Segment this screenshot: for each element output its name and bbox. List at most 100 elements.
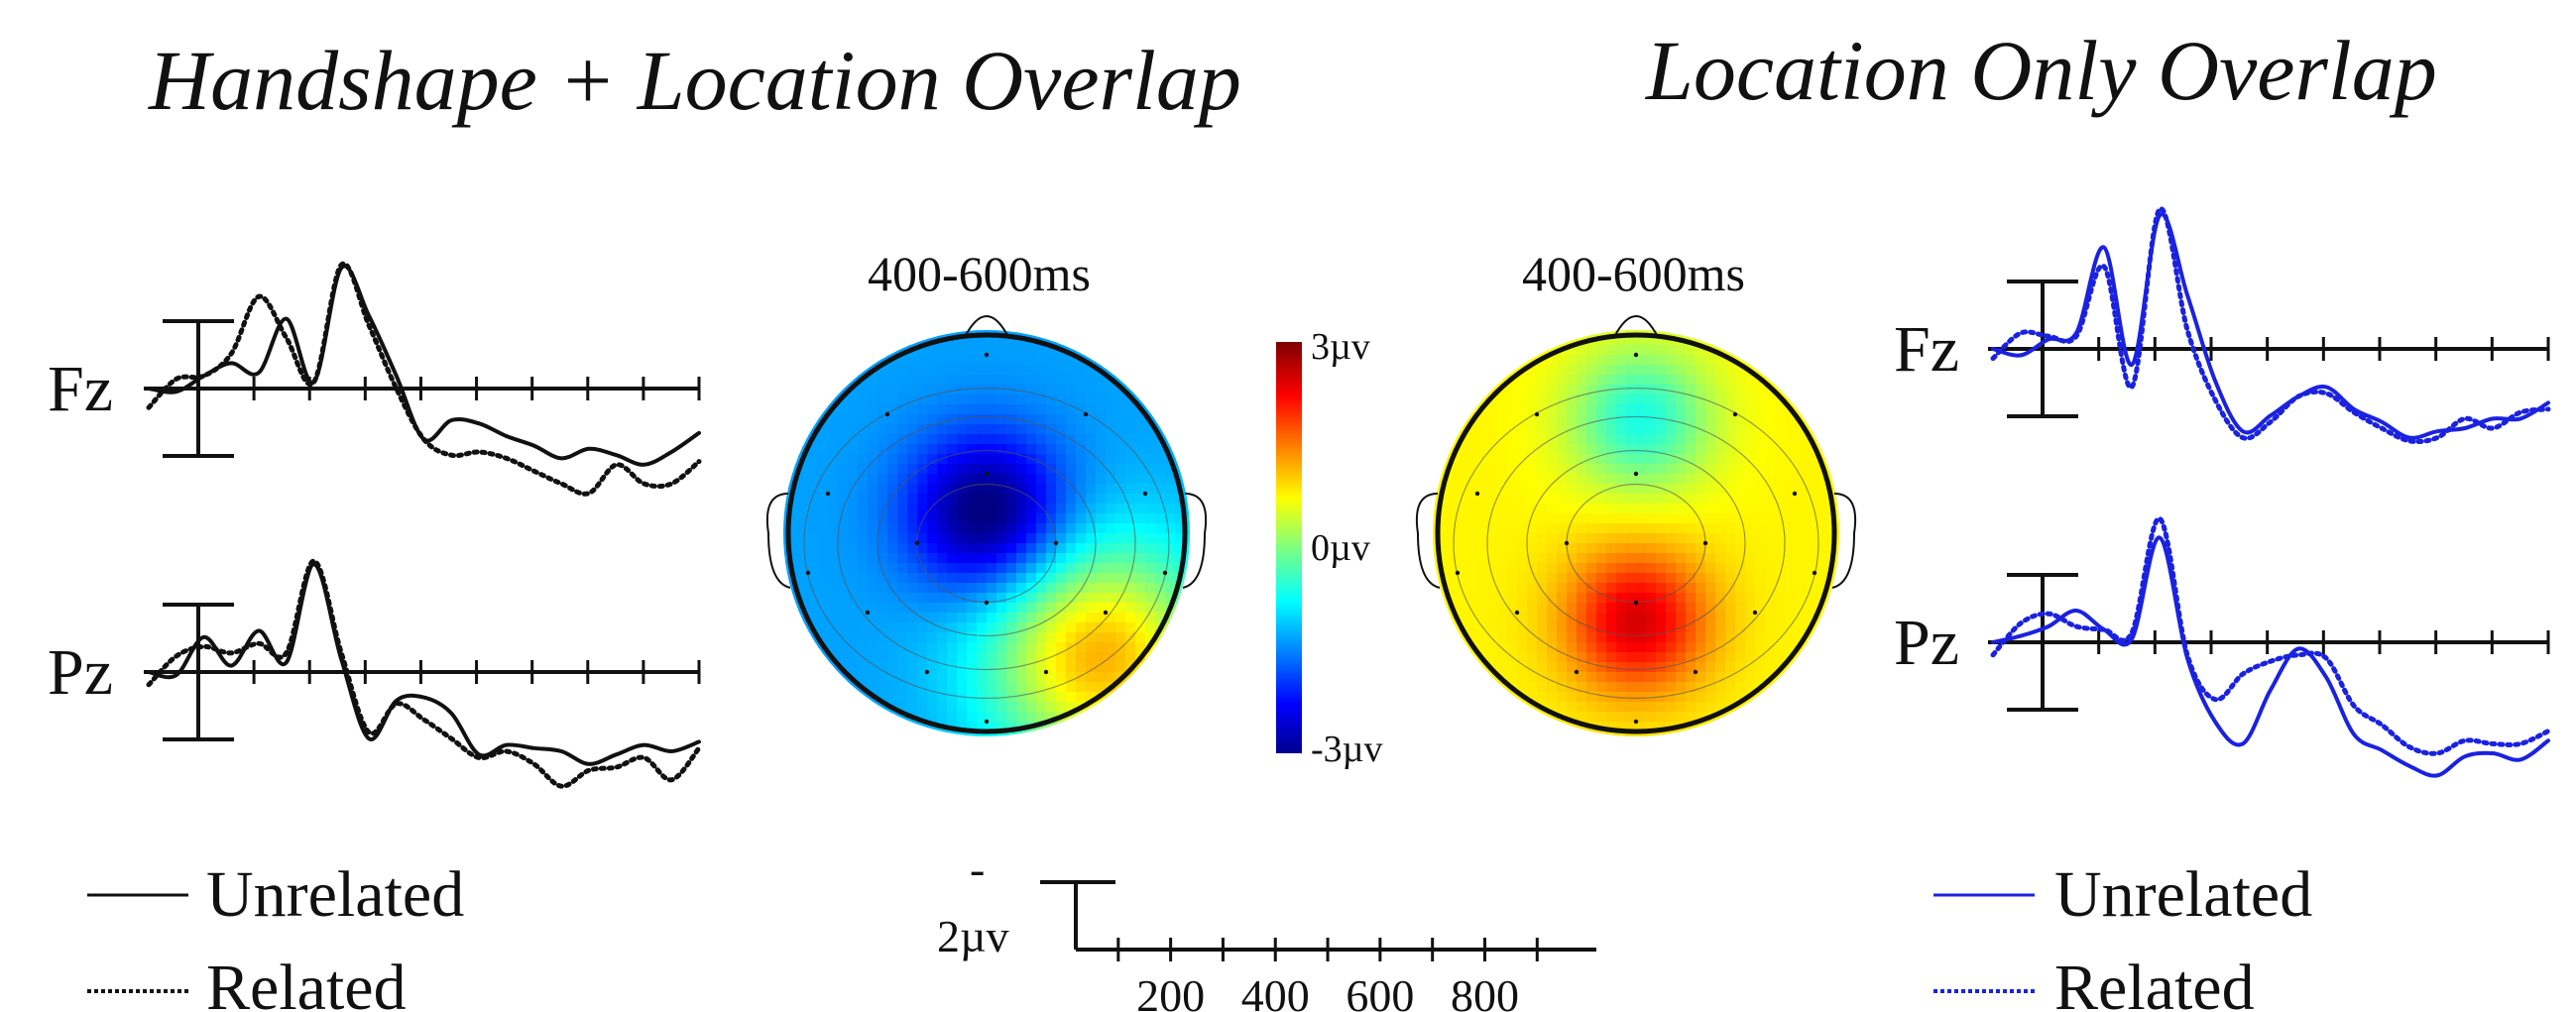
topomap-cell [1725, 712, 1736, 723]
topomap-cell [977, 404, 988, 415]
topomap-cell [1046, 632, 1057, 643]
topomap-cell [1086, 583, 1097, 594]
topomap-cell [927, 394, 938, 405]
topomap-cell [1115, 553, 1126, 564]
topomap-cell [1656, 484, 1667, 495]
topomap-cell [1195, 682, 1206, 693]
topomap-cell [1596, 523, 1607, 534]
topomap-cell [1567, 523, 1578, 534]
topomap-cell [1195, 464, 1206, 475]
topomap-cell [1135, 414, 1146, 425]
topomap-cell [1458, 563, 1468, 574]
topomap-cell [1626, 355, 1637, 366]
topomap-cell [1795, 424, 1806, 435]
topomap-cell [1106, 394, 1116, 405]
topomap-cell [1844, 404, 1855, 415]
topomap-cell [1646, 444, 1657, 455]
topomap-cell [1775, 613, 1786, 623]
topomap-cell [1735, 355, 1746, 366]
topomap-cell [907, 652, 918, 663]
topomap-cell [1497, 365, 1508, 376]
topomap-cell [1086, 722, 1097, 732]
topomap-cell [1577, 613, 1587, 623]
topomap-cell [1577, 365, 1587, 376]
topomap-cell [917, 632, 928, 643]
topomap-cell [1076, 504, 1087, 514]
topomap-cell [1125, 513, 1136, 524]
topomap-cell [858, 355, 869, 366]
topomap-cell [858, 330, 869, 336]
topomap-cell [1497, 504, 1508, 514]
topomap-cell [1646, 424, 1657, 435]
topomap-cell [977, 365, 988, 376]
topomap-cell [1076, 731, 1087, 736]
topomap-cell [1666, 365, 1677, 376]
topomap-cell [1458, 394, 1468, 405]
topomap-cell [947, 494, 958, 505]
topomap-cell [1686, 434, 1697, 445]
topomap-cell [1755, 474, 1766, 485]
topomap-cell [1626, 583, 1637, 594]
topomap-cell [1026, 662, 1037, 673]
electrode-dot [1702, 540, 1708, 546]
topomap-cell [1606, 543, 1617, 554]
topomap-cell [1086, 642, 1097, 653]
topomap-cell [1066, 533, 1077, 544]
topomap-cell [1165, 394, 1176, 405]
topomap-cell [1705, 543, 1716, 554]
topomap-cell [907, 563, 918, 574]
topomap-cell [1795, 613, 1806, 623]
topomap-cell [947, 484, 958, 495]
topomap-cell [1036, 330, 1047, 336]
topomap-cell [1547, 583, 1558, 594]
topomap-cell [1185, 385, 1190, 395]
topomap-cell [1507, 523, 1518, 534]
topomap-cell [1745, 513, 1756, 524]
topomap-cell [1676, 330, 1687, 336]
topomap-cell [1125, 330, 1136, 336]
topomap-cell [1596, 355, 1607, 366]
topomap-cell [996, 513, 1007, 524]
topomap-cell [788, 642, 799, 653]
topomap-cell [1616, 722, 1627, 732]
topomap-cell [1686, 652, 1697, 663]
topomap-cell [977, 494, 988, 505]
topomap-cell [1636, 345, 1647, 356]
topomap-cell [1785, 553, 1796, 564]
topomap-cell [1026, 642, 1037, 653]
topomap-cell [1006, 523, 1017, 534]
topomap-cell [1497, 513, 1508, 524]
topomap-cell [1686, 504, 1697, 514]
topomap-cell [1547, 652, 1558, 663]
topomap-cell [1557, 622, 1568, 633]
topomap-cell [967, 712, 978, 723]
topomap-cell [887, 533, 898, 544]
topomap-cell [1487, 394, 1498, 405]
topomap-cell [818, 434, 829, 445]
topomap-cell [947, 523, 958, 534]
topomap-cell [1165, 632, 1176, 643]
topomap-cell [977, 652, 988, 663]
topomap-cell [1076, 424, 1087, 435]
topomap-cell [1477, 702, 1488, 713]
topomap-cell [1765, 741, 1776, 752]
topomap-cell [1824, 692, 1835, 703]
topomap-cell [1834, 662, 1839, 673]
topomap-cell [1795, 365, 1806, 376]
topomap-cell [1527, 622, 1538, 633]
topomap-cell [1487, 464, 1498, 475]
topomap-cell [1438, 672, 1449, 683]
topomap-cell [1076, 474, 1087, 485]
topomap-cell [967, 365, 978, 376]
topomap-cell [1705, 593, 1716, 604]
topomap-cell [1844, 622, 1855, 633]
topomap-cell [828, 583, 839, 594]
topomap-cell [1616, 593, 1627, 604]
topomap-cell [1557, 523, 1568, 534]
topomap-cell [1834, 385, 1839, 395]
topomap-cell [1527, 345, 1538, 356]
topomap-cell [1185, 335, 1190, 346]
topomap-cell [887, 414, 898, 425]
topomap-cell [927, 504, 938, 514]
topomap-cell [1626, 444, 1637, 455]
